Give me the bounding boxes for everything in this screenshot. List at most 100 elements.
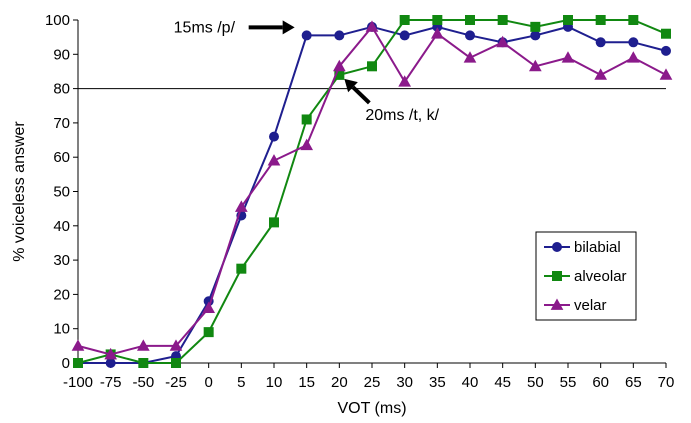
velar-point — [365, 20, 379, 32]
alveolar-point — [269, 217, 279, 228]
legend-label-alveolar: alveolar — [574, 268, 627, 285]
legend: bilabial alveolar velar — [535, 231, 637, 321]
legend-label-velar: velar — [574, 297, 607, 314]
y-tick-label: 80 — [53, 81, 70, 98]
annotations: 15ms /p/20ms /t, k/ — [174, 19, 440, 123]
x-tick-label: 15 — [298, 374, 315, 391]
bilabial-point — [595, 37, 606, 48]
velar-point — [594, 68, 608, 80]
alveolar-point — [497, 15, 508, 25]
velar-point — [463, 51, 477, 63]
y-tick-label: 20 — [53, 286, 70, 303]
velar-point — [267, 154, 281, 166]
bilabial-point — [530, 30, 541, 41]
x-tick-label: -100 — [63, 374, 93, 391]
alveolar-point — [399, 15, 410, 25]
velar-point — [659, 68, 673, 80]
velar-point — [626, 51, 640, 63]
series-layer — [71, 15, 673, 368]
legend-alveolar-point — [552, 271, 562, 281]
y-tick-label: 30 — [53, 252, 70, 269]
bilabial-point — [334, 30, 345, 41]
velar-point — [430, 27, 444, 39]
x-tick-label: 60 — [592, 374, 609, 391]
y-tick-label: 90 — [53, 46, 70, 63]
x-tick-label: 65 — [625, 374, 642, 391]
alveolar-point — [595, 15, 606, 25]
annotation-p-arrow — [248, 20, 295, 35]
alveolar-point — [203, 327, 214, 338]
y-tick-label: 40 — [53, 218, 70, 235]
annotation-tk: 20ms /t, k/ — [365, 107, 439, 124]
velar-point — [234, 200, 248, 212]
velar-point — [71, 339, 85, 351]
alveolar-point — [138, 358, 149, 368]
y-tick-label: 60 — [53, 149, 70, 166]
velar-point — [496, 35, 510, 48]
y-tick-label: 100 — [45, 12, 70, 29]
x-tick-label: 5 — [237, 374, 245, 391]
velar-point — [528, 59, 542, 72]
bilabial-point — [661, 45, 671, 56]
legend-bilabial-point — [552, 242, 562, 252]
bilabial-point — [105, 358, 116, 368]
alveolar-point — [661, 28, 671, 39]
x-tick-label: -25 — [165, 374, 187, 391]
alveolar-point — [465, 15, 475, 25]
y-tick-label: 50 — [53, 184, 70, 201]
y-ticks: 0 10 20 30 40 50 60 70 80 90 100 — [45, 12, 78, 372]
x-tick-label: 50 — [527, 374, 544, 391]
velar-point — [202, 301, 216, 314]
alveolar-point — [73, 358, 83, 368]
velar-point — [561, 51, 575, 63]
velar-point — [169, 339, 183, 351]
legend-label-bilabial: bilabial — [574, 239, 621, 256]
legend-item-bilabial: bilabial — [544, 239, 621, 256]
legend-item-velar: velar — [544, 297, 607, 314]
x-tick-label: 40 — [462, 374, 479, 391]
x-tick-label: 55 — [560, 374, 577, 391]
bilabial-point — [628, 37, 639, 48]
y-tick-label: 70 — [53, 115, 70, 132]
x-tick-label: 70 — [658, 374, 675, 391]
legend-velar-point — [550, 298, 564, 310]
bilabial-point — [301, 30, 312, 41]
bilabial-point — [399, 30, 410, 41]
alveolar-point — [171, 358, 181, 368]
x-tick-label: 45 — [494, 374, 511, 391]
x-tick-label: -50 — [132, 374, 154, 391]
y-tick-label: 0 — [62, 355, 70, 372]
bilabial-point — [465, 30, 475, 41]
x-tick-label: 35 — [429, 374, 446, 391]
x-tick-label: 25 — [364, 374, 381, 391]
alveolar-point — [563, 15, 573, 25]
x-tick-label: 10 — [266, 374, 283, 391]
legend-item-alveolar: alveolar — [544, 268, 627, 285]
annotation-tk-arrow — [344, 78, 371, 105]
x-tick-label: -75 — [100, 374, 122, 391]
series-velar — [71, 20, 673, 360]
y-tick-label: 10 — [53, 321, 70, 338]
x-tick-label: 0 — [204, 374, 212, 391]
alveolar-point — [367, 61, 377, 72]
y-axis-title: % voiceless answer — [11, 121, 28, 262]
alveolar-point — [432, 15, 443, 25]
alveolar-point — [236, 263, 247, 274]
velar-point — [332, 59, 346, 72]
velar-point — [136, 339, 150, 351]
alveolar-point — [628, 15, 639, 25]
x-ticks: -100 -75 -50 -25 0 5 10 15 20 25 30 35 40 45 50 55 60 65 7… — [63, 363, 674, 391]
x-tick-label: 20 — [331, 374, 348, 391]
alveolar-point — [301, 114, 312, 125]
x-axis-title: VOT (ms) — [337, 400, 406, 417]
velar-point — [104, 347, 118, 360]
series-alveolar — [73, 15, 671, 368]
velar-point — [300, 138, 314, 151]
velar-point — [398, 75, 412, 87]
x-tick-label: 30 — [396, 374, 413, 391]
annotation-p: 15ms /p/ — [174, 19, 236, 36]
bilabial-point — [269, 131, 279, 142]
plot-area: 0 10 20 30 40 50 60 70 80 90 100 -100 -75 -50 -25 0 5 10… — [45, 12, 674, 391]
alveolar-point — [530, 21, 541, 32]
